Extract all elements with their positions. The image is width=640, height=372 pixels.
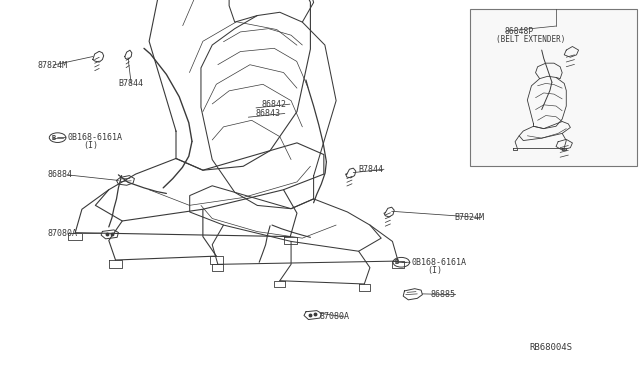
Text: B7844: B7844	[118, 79, 143, 88]
Bar	[470, 9, 637, 166]
Text: 86842: 86842	[261, 100, 286, 109]
Text: B7844: B7844	[358, 165, 383, 174]
Text: B7824M: B7824M	[454, 213, 484, 222]
Text: B: B	[395, 259, 399, 265]
Text: 86884: 86884	[48, 170, 73, 179]
Text: 87080A: 87080A	[48, 229, 78, 238]
Text: RB68004S: RB68004S	[530, 343, 573, 352]
Text: 86885: 86885	[430, 290, 455, 299]
Text: (I): (I)	[83, 141, 98, 150]
Text: 86848P: 86848P	[504, 27, 534, 36]
Text: (BELT EXTENDER): (BELT EXTENDER)	[496, 35, 565, 44]
Text: 0B168-6161A: 0B168-6161A	[67, 133, 122, 142]
Text: (I): (I)	[428, 266, 442, 275]
Text: B: B	[51, 135, 56, 141]
Text: 86843: 86843	[256, 109, 281, 118]
Text: 87824M: 87824M	[37, 61, 67, 70]
Text: 87080A: 87080A	[320, 312, 350, 321]
Text: 0B168-6161A: 0B168-6161A	[412, 258, 467, 267]
